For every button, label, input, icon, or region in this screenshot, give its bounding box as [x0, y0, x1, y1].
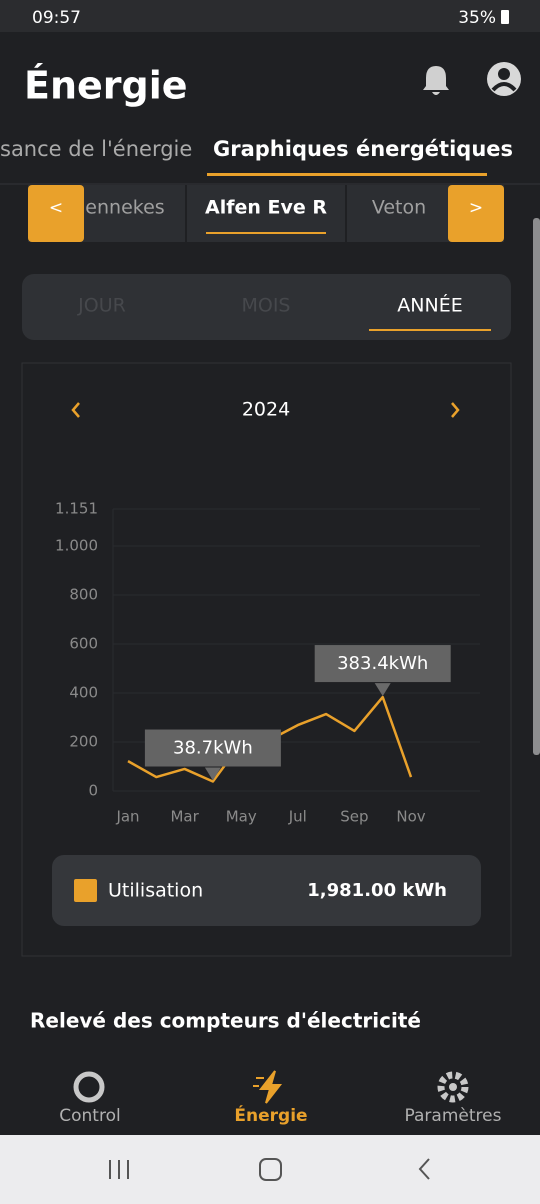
legend-total: 1,981.00 kWh — [307, 880, 447, 901]
system-nav — [0, 1135, 540, 1204]
tooltip-box — [144, 729, 281, 767]
tab-underline — [207, 173, 487, 176]
battery-icon — [501, 10, 509, 24]
y-tick-label: 1.151 — [55, 500, 98, 518]
y-tick-label: 200 — [69, 732, 98, 750]
home-button[interactable] — [259, 1158, 282, 1181]
x-tick-label: Nov — [396, 808, 425, 826]
section-title: Relevé des compteurs d'électricité — [30, 1009, 421, 1033]
year-next[interactable] — [451, 402, 460, 418]
year: 2024 — [242, 399, 290, 421]
scrollbar — [533, 218, 540, 755]
legend-label: Utilisation — [108, 880, 203, 902]
x-tick-label: May — [226, 808, 257, 826]
period-active[interactable]: ANNÉE — [397, 294, 462, 317]
charger-underline — [206, 232, 326, 234]
status-bar — [0, 0, 540, 32]
status-time: 09:57 — [32, 8, 81, 28]
tooltip-box — [314, 645, 451, 683]
charger[interactable]: Veton — [372, 197, 426, 219]
legend — [52, 855, 481, 926]
y-tick-label: 0 — [88, 782, 98, 800]
prev-label: < — [49, 198, 63, 218]
y-tick-label: 1.000 — [55, 536, 98, 554]
x-tick-label: Sep — [340, 808, 368, 826]
settings-icon[interactable] — [437, 1071, 469, 1103]
period[interactable]: MOIS — [241, 295, 290, 317]
charger[interactable]: ennekes — [85, 197, 164, 219]
x-tick-label: Jul — [288, 808, 307, 826]
next-button[interactable] — [448, 185, 504, 242]
chart-card — [21, 362, 512, 957]
period-underline — [369, 329, 491, 331]
page-title: Énergie — [24, 64, 188, 108]
nav-label[interactable]: Control — [59, 1106, 120, 1126]
tab-active[interactable]: Graphiques énergétiques — [213, 137, 513, 161]
plot: 0 200 400 600 800 1.000 1.151 Jan Mar May Jul Sep No… — [55, 500, 480, 826]
status-battery: 35% — [458, 8, 496, 28]
profile-head — [498, 68, 510, 80]
data-label: 383.4kWh — [337, 653, 428, 674]
legend-swatch — [74, 879, 97, 902]
prev-button[interactable] — [28, 185, 84, 242]
next-label: > — [469, 198, 483, 218]
period-selector — [22, 274, 511, 340]
nav-label[interactable]: Paramètres — [405, 1106, 502, 1126]
y-tick-label: 400 — [69, 683, 98, 701]
tooltip-pointer — [204, 767, 221, 781]
tab[interactable]: sance de l'énergie — [0, 137, 192, 161]
settings-hub — [449, 1083, 457, 1091]
recent-button[interactable] — [109, 1160, 129, 1179]
period[interactable]: JOUR — [77, 295, 126, 317]
bell-icon[interactable] — [423, 66, 449, 95]
year-prev[interactable] — [71, 402, 80, 418]
energy-icon[interactable] — [253, 1070, 283, 1104]
data-label: 38.7kWh — [173, 738, 253, 759]
x-tick-label: Jan — [115, 808, 139, 826]
control-icon[interactable] — [73, 1071, 105, 1103]
nav-label-active[interactable]: Énergie — [234, 1104, 307, 1126]
charger-active[interactable]: Alfen Eve R — [205, 197, 327, 219]
y-tick-label: 600 — [69, 634, 98, 652]
back-button[interactable] — [418, 1158, 430, 1180]
x-tick-label: Mar — [170, 808, 199, 826]
profile-body — [491, 82, 517, 92]
tooltip-pointer — [374, 683, 391, 697]
y-tick-label: 800 — [69, 585, 98, 603]
